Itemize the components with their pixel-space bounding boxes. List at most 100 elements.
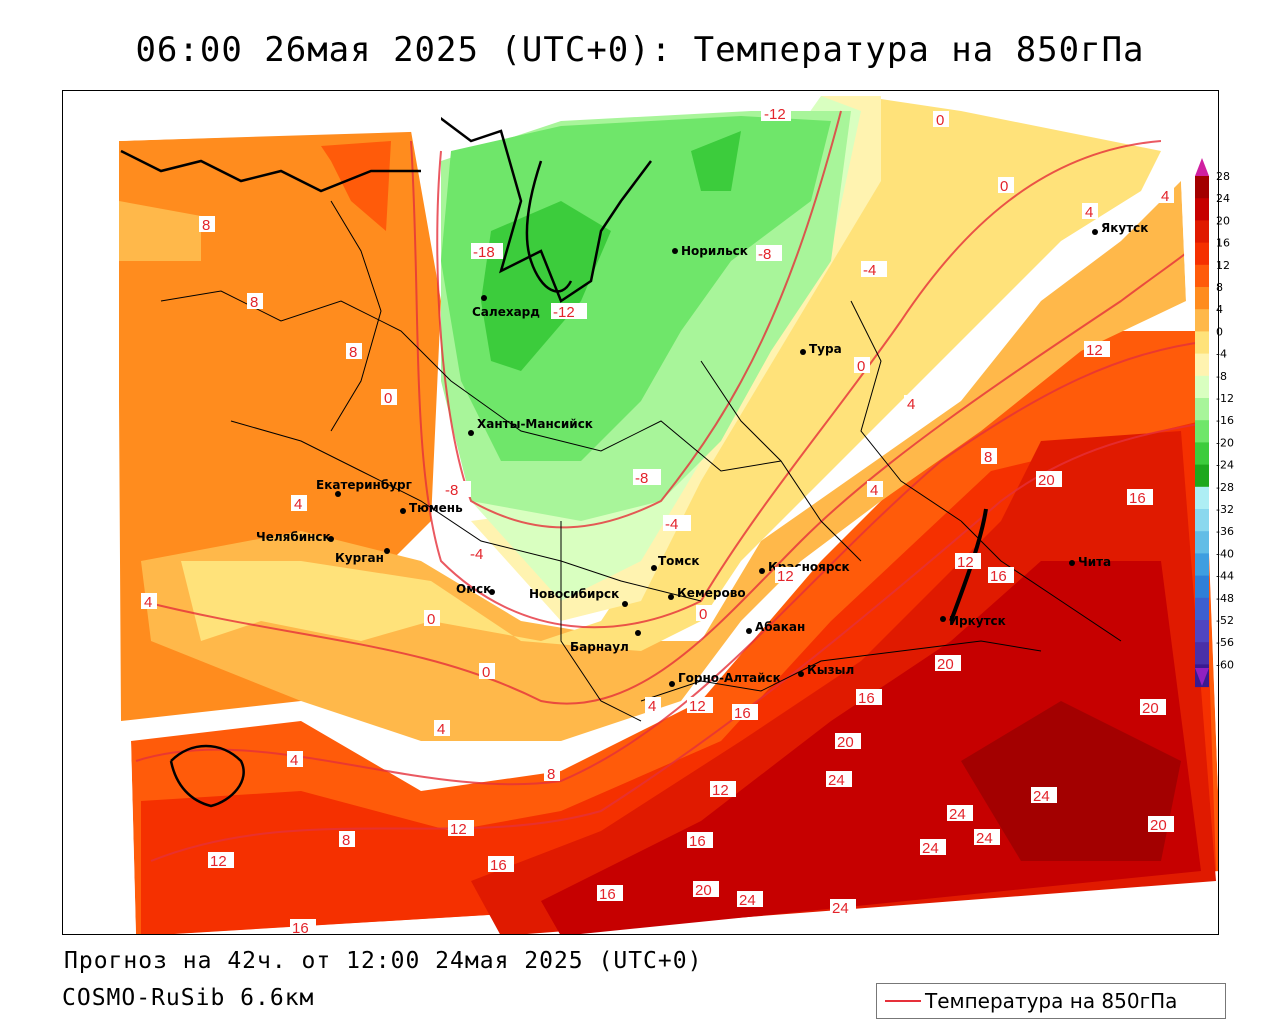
svg-text:Салехард: Салехард xyxy=(472,305,540,319)
colorbar-swatches xyxy=(1195,176,1209,688)
svg-text:Челябинск: Челябинск xyxy=(256,530,331,544)
colorbar-swatch xyxy=(1195,287,1209,310)
svg-text:Чита: Чита xyxy=(1078,555,1111,569)
svg-text:Ханты-Мансийск: Ханты-Мансийск xyxy=(477,417,593,431)
colorbar-tick-label: 8 xyxy=(1216,281,1223,294)
svg-text:20: 20 xyxy=(937,656,954,673)
colorbar-labels: 28 24 20 16 12 8 4 0 -4 -8 -12 -16 -20 -24 -28 -32 -36 -4… xyxy=(1216,170,1234,671)
field-0-4 xyxy=(181,96,1161,651)
colorbar-tick-label: 24 xyxy=(1216,192,1230,205)
colorbar-tick-label: -32 xyxy=(1216,503,1234,516)
svg-text:0: 0 xyxy=(936,112,944,129)
temperature-map[interactable]: Норильск Якутск Салехард Тура Ханты-Манс… xyxy=(63,91,1218,934)
colorbar-tick-label: -48 xyxy=(1216,592,1234,605)
colorbar-tick-label: -16 xyxy=(1216,414,1234,427)
svg-text:24: 24 xyxy=(1033,788,1050,805)
field-neg16-blob xyxy=(691,131,741,191)
svg-text:Барнаул: Барнаул xyxy=(570,640,629,654)
colorbar-swatch xyxy=(1195,531,1209,554)
svg-text:12: 12 xyxy=(689,698,706,715)
svg-text:-18: -18 xyxy=(473,244,495,261)
svg-text:12: 12 xyxy=(210,853,227,870)
colorbar-swatch xyxy=(1195,486,1209,510)
svg-text:16: 16 xyxy=(689,833,706,850)
city-kurgan: Курган xyxy=(335,548,390,565)
colorbar-tick-label: -36 xyxy=(1216,525,1234,538)
svg-text:0: 0 xyxy=(699,606,707,623)
city-kyzyl: Кызыл xyxy=(798,663,854,677)
svg-text:Томск: Томск xyxy=(658,554,700,568)
coastlines xyxy=(120,110,988,808)
colorbar-swatch xyxy=(1195,553,1209,577)
svg-text:4: 4 xyxy=(648,698,656,715)
colorbar-swatch xyxy=(1195,353,1209,377)
svg-text:Кызыл: Кызыл xyxy=(807,663,854,677)
city-abakan: Абакан xyxy=(746,620,805,634)
city-irkutsk: Иркутск xyxy=(940,614,1006,628)
colorbar-swatch xyxy=(1195,509,1209,532)
colorbar-tick-label: -40 xyxy=(1216,547,1234,560)
svg-text:12: 12 xyxy=(957,554,974,571)
city-chita: Чита xyxy=(1069,555,1111,569)
city-tura: Тура xyxy=(800,342,842,356)
field-west-12 xyxy=(321,141,391,231)
svg-text:Новосибирск: Новосибирск xyxy=(529,587,619,601)
map-panel[interactable]: Норильск Якутск Салехард Тура Ханты-Манс… xyxy=(62,90,1219,935)
city-barnaul: Барнаул xyxy=(570,630,641,654)
city-salekhard: Салехард xyxy=(472,295,540,319)
colorbar-tick-label: -8 xyxy=(1216,370,1227,383)
svg-text:-8: -8 xyxy=(445,482,458,499)
svg-text:-4: -4 xyxy=(665,516,678,533)
svg-text:Екатеринбург: Екатеринбург xyxy=(316,478,412,492)
city-novosibirsk: Новосибирск xyxy=(529,587,628,607)
colorbar-swatch xyxy=(1195,242,1209,266)
colorbar-swatch xyxy=(1195,375,1209,399)
colorbar-swatch xyxy=(1195,331,1209,355)
colorbar-tick-label: -4 xyxy=(1216,348,1227,361)
city-omsk: Омск xyxy=(456,582,495,596)
svg-text:16: 16 xyxy=(734,705,751,722)
svg-text:4: 4 xyxy=(1161,188,1169,205)
colorbar-tick-label: -28 xyxy=(1216,481,1234,494)
colorbar-swatch xyxy=(1195,220,1209,244)
legend-label: Температура на 850гПа xyxy=(925,989,1178,1013)
svg-text:-12: -12 xyxy=(553,304,575,321)
page-title: 06:00 26мая 2025 (UTC+0): Температура на… xyxy=(135,30,1145,70)
legend-line-swatch xyxy=(885,1000,921,1002)
svg-text:16: 16 xyxy=(490,857,507,874)
colorbar-tick-label: -56 xyxy=(1216,636,1234,649)
model-name: COSMO-RuSib 6.6км xyxy=(62,985,315,1011)
city-yekaterinburg: Екатеринбург xyxy=(316,478,412,497)
svg-text:Абакан: Абакан xyxy=(755,620,805,634)
outside-domain-left xyxy=(63,241,136,934)
svg-text:20: 20 xyxy=(695,882,712,899)
contour-labels: -12 0 0 4 -18 -8 -4 8 4 8 -12 12 8 0 4 -… xyxy=(141,105,1174,934)
svg-text:8: 8 xyxy=(342,832,350,849)
colorbar-bottom-arrow xyxy=(1195,668,1209,686)
svg-text:16: 16 xyxy=(990,568,1007,585)
city-tomsk: Томск xyxy=(651,554,700,571)
svg-text:Иркутск: Иркутск xyxy=(949,614,1006,628)
svg-text:24: 24 xyxy=(739,892,756,909)
city-kemerovo: Кемерово xyxy=(668,586,746,600)
city-norilsk: Норильск xyxy=(672,244,748,258)
colorbar-swatch xyxy=(1195,398,1209,421)
colorbar-swatch xyxy=(1195,264,1209,288)
svg-text:Горно-Алтайск: Горно-Алтайск xyxy=(678,671,781,685)
colorbar-tick-label: 28 xyxy=(1216,170,1230,183)
city-krasnoyarsk: Красноярск xyxy=(759,560,850,574)
svg-text:0: 0 xyxy=(1000,178,1008,195)
colorbar-swatch xyxy=(1195,198,1209,221)
svg-text:24: 24 xyxy=(976,830,993,847)
colorbar-swatch xyxy=(1195,176,1209,199)
field-28 xyxy=(961,701,1181,861)
colorbar-tick-label: 16 xyxy=(1216,237,1230,250)
svg-text:0: 0 xyxy=(384,390,392,407)
colorbar-swatch xyxy=(1195,620,1209,643)
svg-text:20: 20 xyxy=(1142,700,1159,717)
colorbar-tick-label: 4 xyxy=(1216,303,1223,316)
svg-text:12: 12 xyxy=(450,821,467,838)
svg-text:8: 8 xyxy=(984,449,992,466)
svg-text:4: 4 xyxy=(870,482,878,499)
svg-text:0: 0 xyxy=(482,664,490,681)
